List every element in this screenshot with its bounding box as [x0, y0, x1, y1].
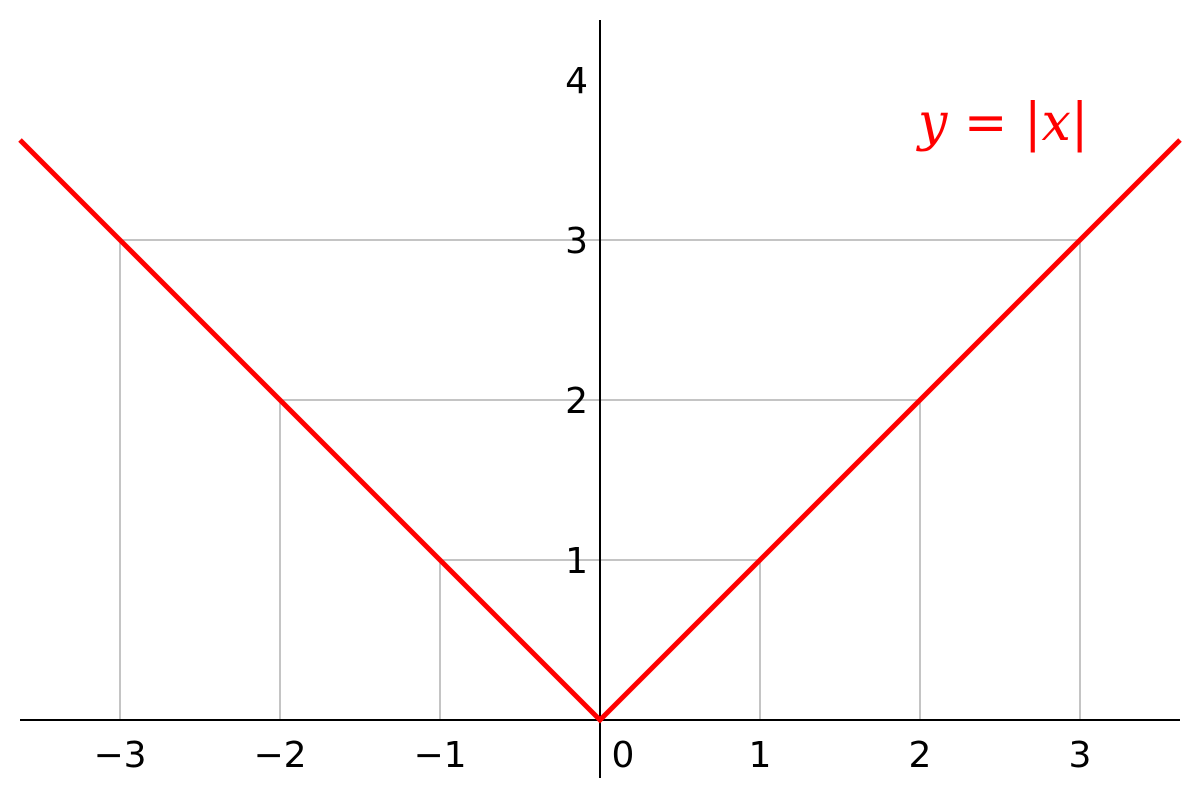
x-tick-label: 1: [749, 735, 772, 776]
y-tick-label: 1: [565, 541, 588, 582]
x-tick-label: 2: [909, 735, 932, 776]
y-tick-label: 3: [565, 221, 588, 262]
tick-labels: −3 −2 −1 0 1 2 3 1 2 3 4: [93, 61, 1091, 776]
series: [18, 138, 1182, 724]
abs-line: [18, 138, 1182, 724]
x-tick-label: −1: [413, 735, 466, 776]
x-tick-label: 0: [612, 735, 635, 776]
y-tick-label: 2: [565, 381, 588, 422]
function-annotation: y = |x|: [916, 93, 1088, 153]
x-tick-label: −3: [93, 735, 146, 776]
x-tick-label: −2: [253, 735, 306, 776]
y-tick-label: 4: [565, 61, 588, 102]
x-tick-label: 3: [1069, 735, 1092, 776]
